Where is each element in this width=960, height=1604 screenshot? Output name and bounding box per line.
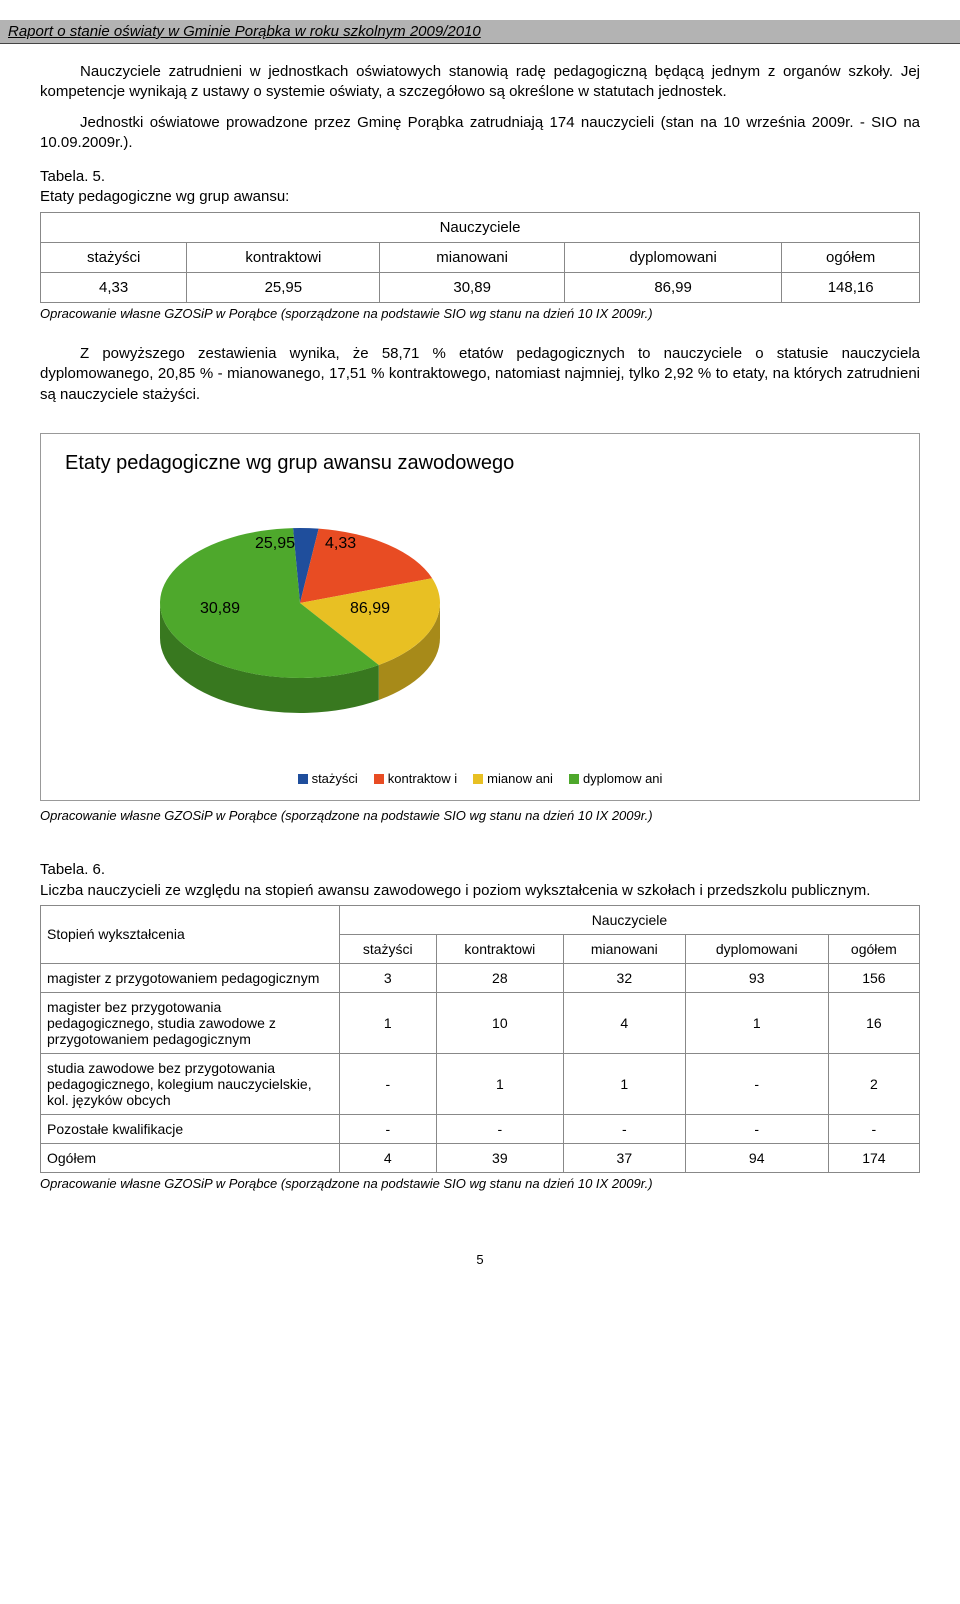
pie-label: 86,99 xyxy=(350,600,390,617)
table6-cell: 1 xyxy=(339,992,436,1053)
table5-col-0: stażyści xyxy=(41,242,187,272)
pie-chart-box: Etaty pedagogiczne wg grup awansu zawodo… xyxy=(40,433,920,801)
table6-row-label: Pozostałe kwalifikacje xyxy=(41,1114,340,1143)
table5: Nauczyciele stażyści kontraktowi mianowa… xyxy=(40,212,920,303)
pie-chart: 4,33 25,95 30,89 86,99 xyxy=(115,493,485,747)
paragraph-2: Jednostki oświatowe prowadzone przez Gmi… xyxy=(40,113,920,154)
page-header: Raport o stanie oświaty w Gminie Porąbka… xyxy=(0,20,960,44)
chart-title: Etaty pedagogiczne wg grup awansu zawodo… xyxy=(65,452,895,475)
table5-col-1: kontraktowi xyxy=(187,242,380,272)
table6-col-2: mianowani xyxy=(563,934,685,963)
paragraph-1: Nauczyciele zatrudnieni w jednostkach oś… xyxy=(40,62,920,103)
table6-row-label: magister bez przygotowania pedagogiczneg… xyxy=(41,992,340,1053)
table6-cell: 156 xyxy=(828,963,919,992)
table6-cell: 4 xyxy=(339,1143,436,1172)
table6-cell: - xyxy=(436,1114,563,1143)
table6-cell: 1 xyxy=(685,992,828,1053)
table6-cell: 39 xyxy=(436,1143,563,1172)
table6-cell: - xyxy=(339,1114,436,1143)
table6-rowhead: Stopień wykształcenia xyxy=(41,905,340,963)
table6-cell: 37 xyxy=(563,1143,685,1172)
legend-swatch-icon xyxy=(298,774,308,784)
table6-cell: 10 xyxy=(436,992,563,1053)
table6-cell: - xyxy=(339,1053,436,1114)
legend-item: dyplomow ani xyxy=(569,771,663,786)
chart-source: Opracowanie własne GZOSiP w Porąbce (spo… xyxy=(40,807,920,825)
table6-cell: 32 xyxy=(563,963,685,992)
table6-cell: - xyxy=(685,1114,828,1143)
legend-swatch-icon xyxy=(569,774,579,784)
table6-cell: 1 xyxy=(436,1053,563,1114)
legend-swatch-icon xyxy=(374,774,384,784)
table6-subtitle: Liczba nauczycieli ze względu na stopień… xyxy=(40,881,920,901)
table5-label: Tabela. 5. xyxy=(40,167,920,187)
table6-cell: 28 xyxy=(436,963,563,992)
pie-label: 30,89 xyxy=(200,600,240,617)
table5-head: Nauczyciele xyxy=(41,212,920,242)
page-number: 5 xyxy=(40,1252,920,1267)
table5-val-4: 148,16 xyxy=(782,272,920,302)
legend-item: mianow ani xyxy=(473,771,553,786)
table6-cell: 16 xyxy=(828,992,919,1053)
table6-cell: - xyxy=(828,1114,919,1143)
table6-cell: 4 xyxy=(563,992,685,1053)
legend-item: kontraktow i xyxy=(374,771,457,786)
table5-subtitle: Etaty pedagogiczne wg grup awansu: xyxy=(40,187,920,207)
table5-col-3: dyplomowani xyxy=(564,242,781,272)
table6-cell: - xyxy=(685,1053,828,1114)
table5-source: Opracowanie własne GZOSiP w Porąbce (spo… xyxy=(40,305,920,323)
table5-val-2: 30,89 xyxy=(380,272,564,302)
table6-label: Tabela. 6. xyxy=(40,860,920,880)
table6: Stopień wykształcenia Nauczyciele stażyś… xyxy=(40,905,920,1173)
table6-cell: 94 xyxy=(685,1143,828,1172)
table6-row-label: studia zawodowe bez przygotowania pedago… xyxy=(41,1053,340,1114)
table6-col-0: stażyści xyxy=(339,934,436,963)
table6-row-label: magister z przygotowaniem pedagogicznym xyxy=(41,963,340,992)
pie-label: 25,95 xyxy=(255,535,295,552)
table6-cell: 3 xyxy=(339,963,436,992)
legend-item: stażyści xyxy=(298,771,358,786)
table6-cell: 174 xyxy=(828,1143,919,1172)
table6-cell: 2 xyxy=(828,1053,919,1114)
table5-col-4: ogółem xyxy=(782,242,920,272)
table5-val-0: 4,33 xyxy=(41,272,187,302)
table5-col-2: mianowani xyxy=(380,242,564,272)
table6-cell: - xyxy=(563,1114,685,1143)
pie-label: 4,33 xyxy=(325,535,356,552)
table6-cell: 93 xyxy=(685,963,828,992)
legend-swatch-icon xyxy=(473,774,483,784)
table6-col-3: dyplomowani xyxy=(685,934,828,963)
table5-val-1: 25,95 xyxy=(187,272,380,302)
table6-head: Nauczyciele xyxy=(339,905,919,934)
table6-col-4: ogółem xyxy=(828,934,919,963)
table5-val-3: 86,99 xyxy=(564,272,781,302)
table6-cell: 1 xyxy=(563,1053,685,1114)
chart-legend: stażyści kontraktow i mianow ani dyplomow a… xyxy=(65,771,895,786)
table6-source: Opracowanie własne GZOSiP w Porąbce (spo… xyxy=(40,1175,920,1193)
table6-row-label: Ogółem xyxy=(41,1143,340,1172)
table6-col-1: kontraktowi xyxy=(436,934,563,963)
paragraph-3: Z powyższego zestawienia wynika, że 58,7… xyxy=(40,344,920,405)
